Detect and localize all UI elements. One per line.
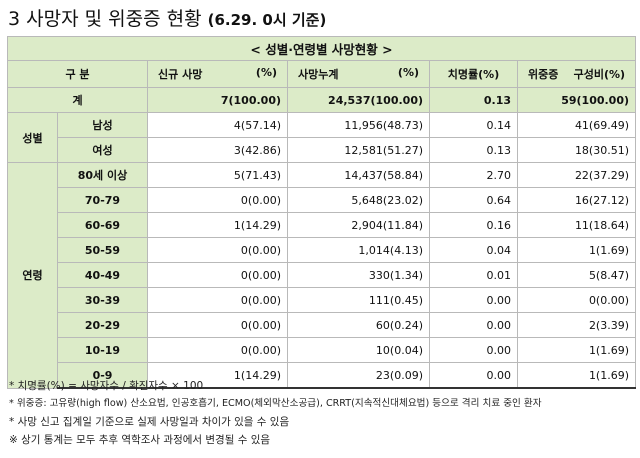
page-title: 3 사망자 및 위중증 현황 (6.29. 0시 기준) [8, 8, 326, 31]
cell-cum-deaths: 14,437(58.84) [287, 162, 430, 188]
table-row: 연령 80세 이상 5(71.43) 14,437(58.84) 2.70 22… [7, 162, 637, 389]
cell-severe: 2(3.39) [516, 312, 637, 338]
cell-severe: 11(18.64) [516, 212, 637, 238]
footnote: * 치명률(%) = 사망자수 / 확진자수 × 100 [9, 380, 204, 392]
cell-cum-deaths: 5,648(23.02) [287, 187, 430, 213]
row-label: 50-59 [57, 237, 148, 263]
header-cum-deaths-label: 사망누계 [298, 68, 339, 81]
header-new-deaths-label: 신규 사망 [158, 68, 203, 81]
cell-new-deaths: 0(0.00) [147, 187, 288, 213]
cell-cfr: 0.01 [429, 262, 518, 288]
cell-new-deaths: 4(57.14) [147, 112, 288, 138]
cell-severe: 1(1.69) [516, 337, 637, 363]
footnote: * 사망 신고 집계일 기준으로 실제 사망일과 차이가 있을 수 있음 [9, 416, 290, 428]
cell-severe: 41(69.49) [516, 112, 637, 138]
cell-cfr: 0.13 [429, 137, 518, 163]
cell-cfr: 0.00 [429, 337, 518, 363]
table-row: 0-9 1(14.29) 23(0.09) 0.00 1(1.69) [8, 362, 637, 389]
cell-cum-deaths: 23(0.09) [287, 362, 430, 389]
header-new-deaths-unit: (%) [255, 66, 277, 79]
total-cfr: 0.13 [429, 87, 518, 113]
header-group: 구 분 [7, 60, 148, 88]
table-row: 60-69 1(14.29) 2,904(11.84) 0.16 11(18.6… [8, 212, 637, 238]
page-title-date: (6.29. 0시 기준) [207, 11, 327, 29]
cell-cum-deaths: 330(1.34) [287, 262, 430, 288]
header-cum-deaths: 사망누계 (%) [287, 60, 430, 88]
cell-cum-deaths: 111(0.45) [287, 287, 430, 313]
cell-severe: 5(8.47) [516, 262, 637, 288]
total-new-deaths: 7(100.00) [147, 87, 288, 113]
cell-severe: 0(0.00) [516, 287, 637, 313]
table-caption-row: < 성별·연령별 사망현황 > [6, 36, 637, 61]
cell-cfr: 0.14 [429, 112, 518, 138]
cell-cfr: 0.04 [429, 237, 518, 263]
cell-severe: 1(1.69) [516, 237, 637, 263]
cell-cfr: 0.00 [429, 312, 518, 338]
cell-cfr: 2.70 [429, 162, 518, 188]
table-row: 40-49 0(0.00) 330(1.34) 0.01 5(8.47) [8, 262, 637, 288]
cell-new-deaths: 0(0.00) [147, 337, 288, 363]
cell-new-deaths: 1(14.29) [147, 212, 288, 238]
cell-severe: 18(30.51) [516, 137, 637, 163]
table-header-row: 구 분 신규 사망 (%) 사망누계 (%) 치명률(%) 위중증 구성비(%) [7, 60, 637, 88]
cell-cum-deaths: 60(0.24) [287, 312, 430, 338]
group-sex-label: 성별 [7, 112, 58, 163]
row-label: 40-49 [57, 262, 148, 288]
cell-new-deaths: 0(0.00) [147, 237, 288, 263]
row-label: 60-69 [57, 212, 148, 238]
cell-cum-deaths: 2,904(11.84) [287, 212, 430, 238]
table-row: 10-19 0(0.00) 10(0.04) 0.00 1(1.69) [8, 337, 637, 363]
header-severe-label: 위중증 [528, 68, 559, 81]
table-row: 20-29 0(0.00) 60(0.24) 0.00 2(3.39) [8, 312, 637, 338]
cell-cum-deaths: 12,581(51.27) [287, 137, 430, 163]
header-severe-ratio: 구성비(%) [573, 68, 626, 81]
cell-severe: 1(1.69) [516, 362, 637, 389]
cell-new-deaths: 3(42.86) [147, 137, 288, 163]
total-severe: 59(100.00) [516, 87, 637, 113]
cell-new-deaths: 5(71.43) [147, 162, 288, 188]
page-title-main: 3 사망자 및 위중증 현황 [8, 8, 202, 30]
cell-new-deaths: 1(14.29) [147, 362, 288, 389]
footnote: ※ 상기 통계는 모두 추후 역학조사 과정에서 변경될 수 있음 [9, 434, 271, 446]
cell-cfr: 0.00 [429, 362, 518, 389]
cell-cfr: 0.16 [429, 212, 518, 238]
header-cum-deaths-unit: (%) [397, 66, 419, 79]
table-caption: < 성별·연령별 사망현황 > [6, 36, 637, 61]
total-cum-deaths: 24,537(100.00) [287, 87, 430, 113]
footnote: * 위중증: 고유량(high flow) 산소요법, 인공호흡기, ECMO(… [9, 398, 542, 409]
total-label: 계 [7, 87, 148, 113]
cell-cum-deaths: 10(0.04) [287, 337, 430, 363]
row-label: 0-9 [57, 362, 148, 389]
row-label: 20-29 [57, 312, 148, 338]
header-new-deaths: 신규 사망 (%) [147, 60, 288, 88]
table-row: 70-79 0(0.00) 5,648(23.02) 0.64 16(27.12… [8, 187, 637, 213]
row-label: 80세 이상 [57, 162, 148, 188]
cell-severe: 22(37.29) [516, 162, 637, 188]
cell-cfr: 0.64 [429, 187, 518, 213]
footnotes: * 치명률(%) = 사망자수 / 확진자수 × 100 * 위중증: 고유량(… [9, 377, 633, 449]
header-severe: 위중증 구성비(%) [516, 60, 637, 88]
cell-new-deaths: 0(0.00) [147, 262, 288, 288]
cell-severe: 16(27.12) [516, 187, 637, 213]
row-label: 30-39 [57, 287, 148, 313]
table-row: 여성 3(42.86) 12,581(51.27) 0.13 18(30.51) [8, 137, 637, 163]
cell-cum-deaths: 11,956(48.73) [287, 112, 430, 138]
cell-new-deaths: 0(0.00) [147, 312, 288, 338]
cell-cum-deaths: 1,014(4.13) [287, 237, 430, 263]
cell-cfr: 0.00 [429, 287, 518, 313]
table-row: 50-59 0(0.00) 1,014(4.13) 0.04 1(1.69) [8, 237, 637, 263]
table-row: 성별 남성 4(57.14) 11,956(48.73) 0.14 41(69.… [7, 112, 637, 163]
row-label: 10-19 [57, 337, 148, 363]
header-cfr: 치명률(%) [429, 60, 518, 88]
table-row: 30-39 0(0.00) 111(0.45) 0.00 0(0.00) [8, 287, 637, 313]
row-label: 여성 [57, 137, 148, 163]
row-label: 남성 [57, 112, 148, 138]
death-stats-table: < 성별·연령별 사망현황 > 구 분 신규 사망 (%) 사망누계 (%) 치… [6, 36, 637, 389]
row-label: 70-79 [57, 187, 148, 213]
cell-new-deaths: 0(0.00) [147, 287, 288, 313]
total-row: 계 7(100.00) 24,537(100.00) 0.13 59(100.0… [7, 87, 637, 113]
group-age-label: 연령 [7, 162, 58, 389]
